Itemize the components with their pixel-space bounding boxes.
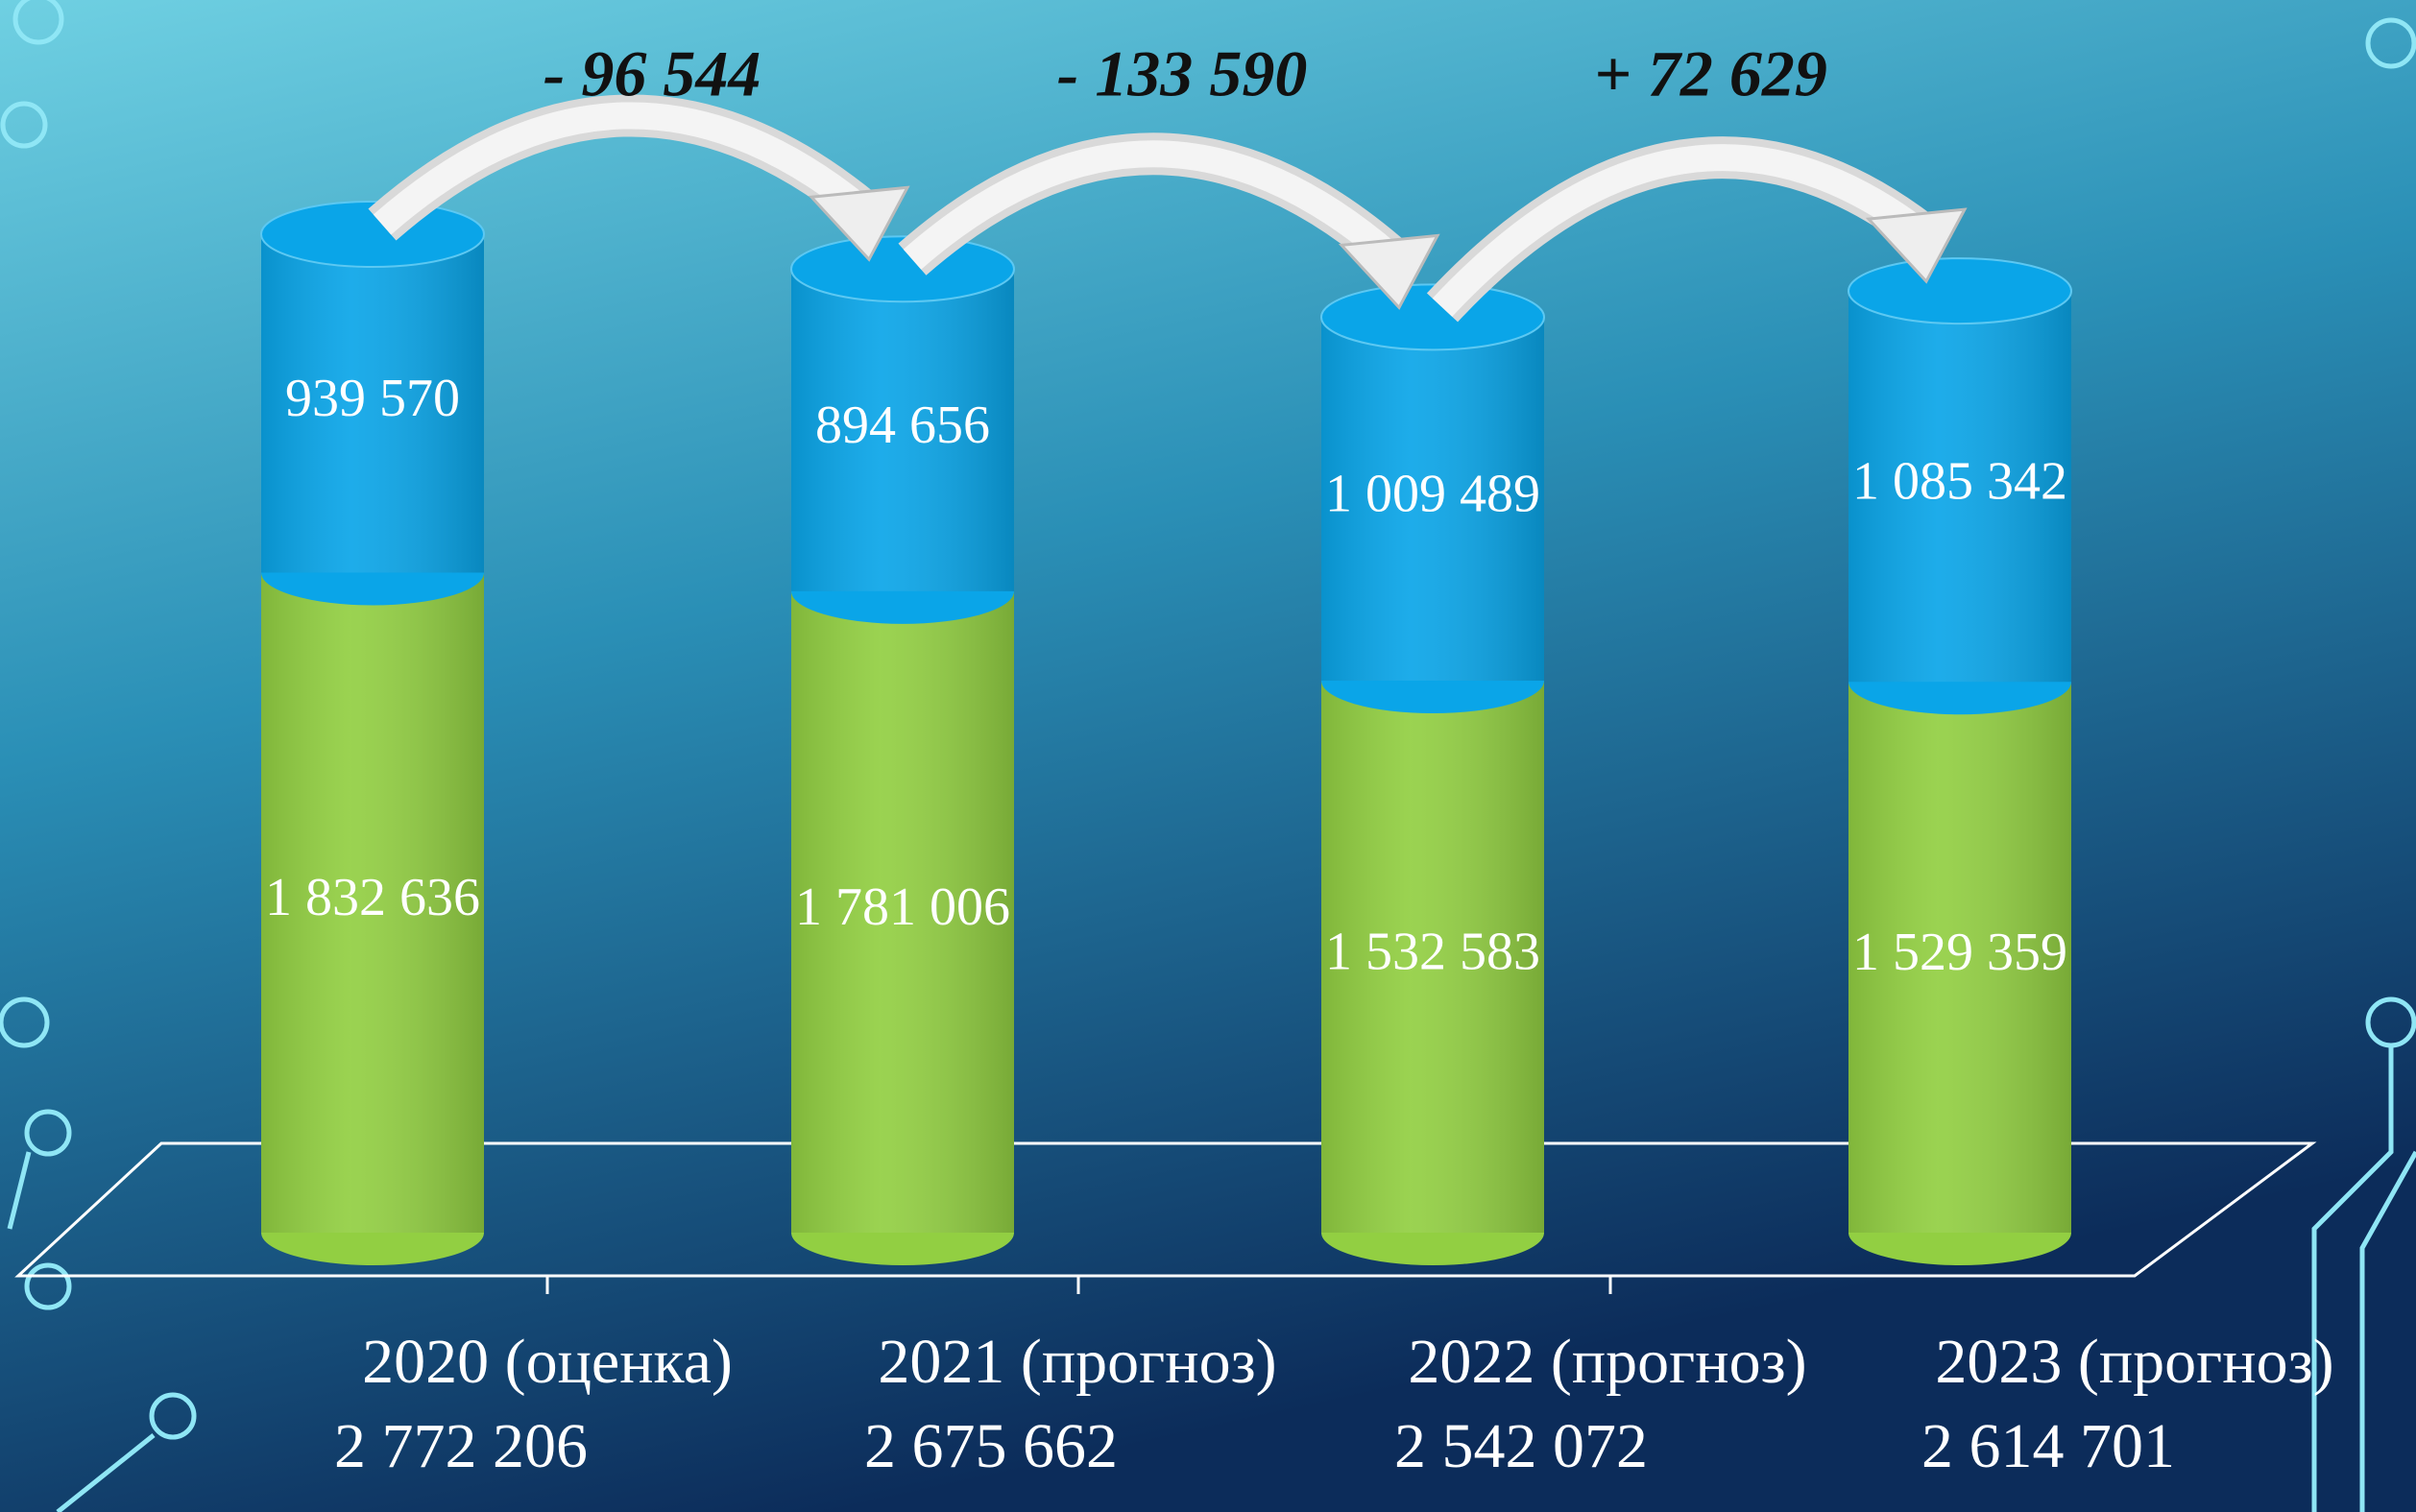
value-label: 1 781 006 (795, 877, 1010, 937)
cylinder-top (790, 235, 1015, 303)
bar-shade (261, 234, 484, 573)
total-label: 2 772 206 (334, 1411, 588, 1481)
annotation: + 72 629 (1594, 37, 1827, 110)
value-label: 1 532 583 (1325, 922, 1540, 981)
platform (14, 1141, 2317, 1294)
value-label: 894 656 (815, 396, 990, 455)
bar-shade (791, 269, 1014, 591)
bar-shade (261, 572, 484, 1233)
cylinder-top (260, 201, 485, 268)
arrow-head (1338, 233, 1440, 310)
value-label: 1 832 636 (265, 868, 480, 927)
bar-shade (791, 590, 1014, 1233)
bar-shade (1321, 317, 1544, 682)
category-label: 2022 (прогноз) (1408, 1327, 1806, 1397)
value-label: 1 529 359 (1852, 923, 2067, 982)
arrow (373, 102, 873, 235)
value-label: 1 085 342 (1852, 452, 2067, 512)
annotation: - 96 544 (544, 37, 761, 110)
category-label: 2023 (прогноз) (1935, 1327, 2333, 1397)
total-label: 2 614 701 (1921, 1411, 2175, 1481)
annotation: - 133 590 (1057, 37, 1308, 110)
arrow-head (1865, 207, 1968, 284)
value-label: 939 570 (285, 369, 460, 428)
bar-shade (1848, 682, 2071, 1233)
cylinder-top (1320, 283, 1545, 351)
category-label: 2021 (прогноз) (878, 1327, 1276, 1397)
category-label: 2020 (оценка) (362, 1327, 733, 1397)
arrow (1432, 144, 1930, 317)
value-label: 1 009 489 (1325, 465, 1540, 524)
cylinder-top (1848, 257, 2072, 325)
arrow (903, 140, 1404, 270)
arrow-head (808, 185, 910, 262)
total-label: 2 542 072 (1394, 1411, 1648, 1481)
bar-shade (1321, 681, 1544, 1233)
total-label: 2 675 662 (864, 1411, 1118, 1481)
bar-shade (1848, 291, 2071, 683)
